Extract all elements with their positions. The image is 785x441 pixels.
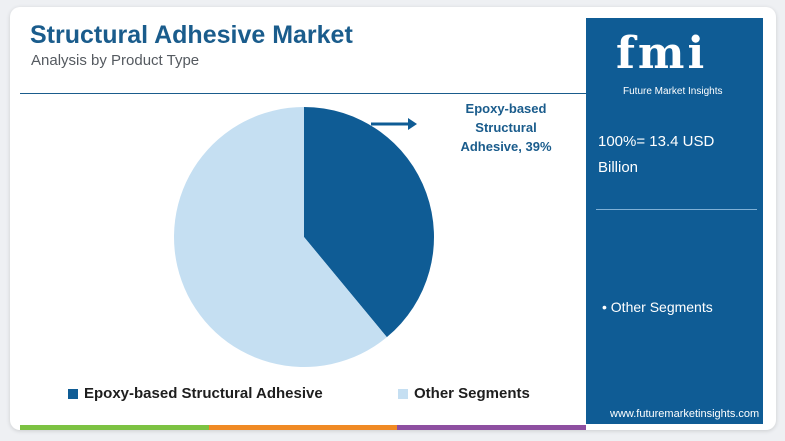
callout-line-1: Epoxy-based	[465, 101, 547, 116]
legend-label-epoxy: Epoxy-based Structural Adhesive	[84, 385, 323, 402]
slice-callout: Epoxy-based Structural Adhesive, 39%	[450, 99, 562, 156]
callout-arrow	[371, 118, 417, 130]
legend-swatch-epoxy	[68, 388, 78, 399]
market-total: 100%= 13.4 USD Billion	[598, 133, 715, 176]
legend-swatch-other	[398, 388, 408, 399]
callout-line-3: Adhesive, 39%	[460, 139, 552, 154]
pie-slice-other	[173, 107, 387, 367]
logo-tagline: Future Market Insights	[623, 86, 723, 97]
legend-item-epoxy: Epoxy-based Structural Adhesive	[68, 385, 323, 402]
bottom-color-bar	[20, 425, 587, 430]
fmi-logo: fmi	[616, 28, 708, 79]
legend-item-other: Other Segments	[398, 385, 530, 402]
panel-divider	[596, 209, 757, 210]
panel-segment-item: • Other Segments	[602, 299, 713, 315]
chart-subtitle: Analysis by Product Type	[31, 52, 200, 69]
pie-chart	[173, 107, 434, 367]
legend-label-other: Other Segments	[414, 385, 530, 402]
title-divider	[20, 93, 586, 94]
bar-segment-orange	[208, 425, 398, 430]
website-link[interactable]: www.futuremarketinsights.com	[610, 408, 760, 420]
bar-segment-green	[20, 425, 209, 430]
pie-slice-epoxy	[304, 107, 434, 338]
chart-card: Structural Adhesive Market Analysis by P…	[10, 7, 776, 430]
bar-segment-purple	[397, 425, 587, 430]
callout-line-2: Structural	[475, 120, 537, 135]
side-panel: fmi Future Market Insights 100%= 13.4 US…	[586, 18, 763, 424]
chart-title: Structural Adhesive Market	[30, 21, 353, 49]
